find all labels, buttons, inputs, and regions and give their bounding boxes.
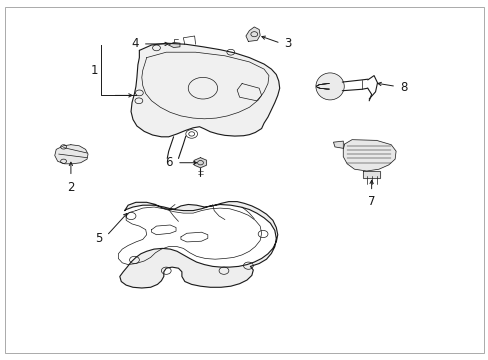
Text: 2: 2 xyxy=(67,181,75,194)
Polygon shape xyxy=(168,42,180,48)
Text: 8: 8 xyxy=(399,81,407,94)
Polygon shape xyxy=(131,43,279,137)
Polygon shape xyxy=(333,141,343,148)
Text: 7: 7 xyxy=(367,195,375,208)
Polygon shape xyxy=(362,171,380,178)
Text: 4: 4 xyxy=(132,37,139,50)
Polygon shape xyxy=(343,140,395,171)
Text: 6: 6 xyxy=(165,156,173,169)
Polygon shape xyxy=(120,202,277,288)
Ellipse shape xyxy=(315,73,344,100)
Text: 3: 3 xyxy=(284,37,291,50)
Polygon shape xyxy=(245,27,260,41)
Polygon shape xyxy=(194,158,206,168)
Text: 5: 5 xyxy=(95,232,102,245)
Text: 1: 1 xyxy=(90,64,98,77)
Polygon shape xyxy=(55,145,88,164)
